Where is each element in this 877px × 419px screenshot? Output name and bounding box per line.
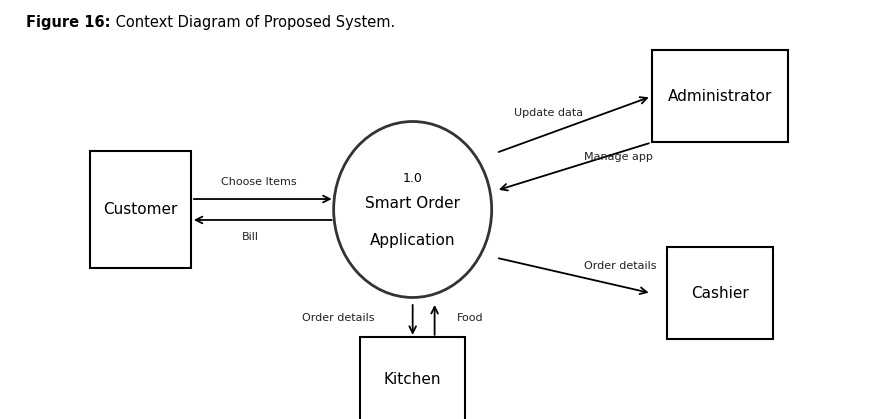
Bar [90,151,191,268]
Text: Bill: Bill [241,232,259,242]
Text: Application: Application [369,233,455,248]
Text: Order details: Order details [583,261,656,271]
Text: Update data: Update data [514,108,582,118]
Text: Customer: Customer [103,202,177,217]
Text: Manage app: Manage app [583,152,652,162]
Text: Context Diagram of Proposed System.: Context Diagram of Proposed System. [111,15,395,30]
Text: Administrator: Administrator [667,89,771,104]
Text: Kitchen: Kitchen [383,372,441,387]
Bar [651,50,788,142]
Text: Order details: Order details [302,313,374,323]
Bar [360,337,465,419]
Text: Food: Food [456,313,482,323]
Text: Choose Items: Choose Items [221,177,296,187]
Bar [667,247,772,339]
Text: Figure 16:: Figure 16: [26,15,111,30]
Text: 1.0: 1.0 [403,171,422,185]
Text: Smart Order: Smart Order [365,196,460,211]
Text: Cashier: Cashier [690,286,748,301]
